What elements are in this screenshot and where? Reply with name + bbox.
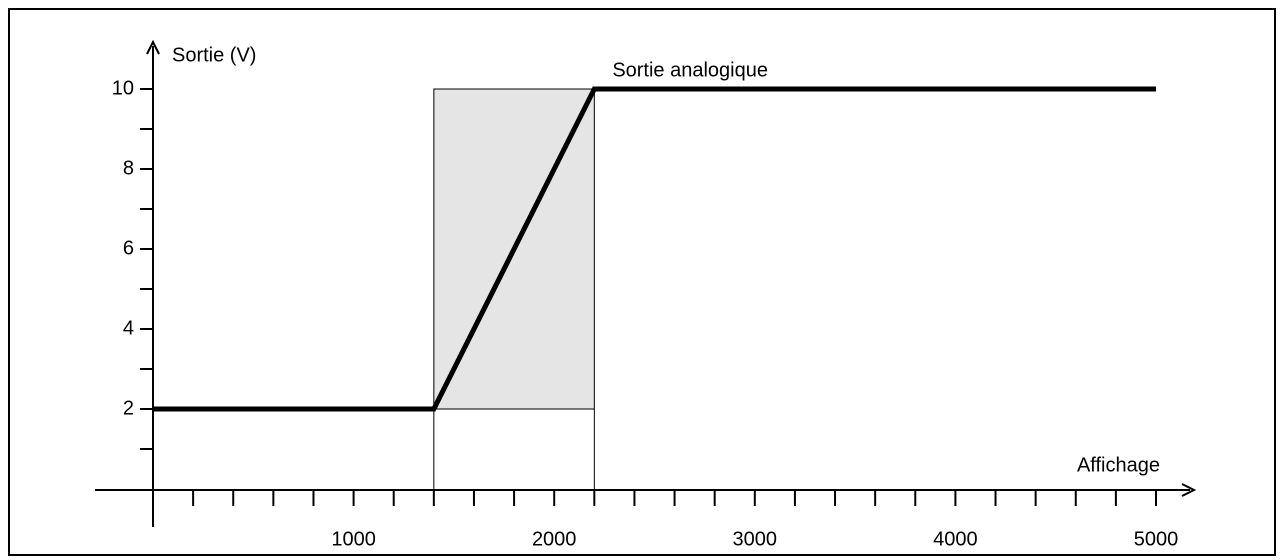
y-tick-label: 4 [123,317,134,339]
x-tick-label: 3000 [733,528,778,550]
line-annotation: Sortie analogique [612,59,768,81]
x-axis-arrow [1181,483,1197,497]
frame [8,8,1276,556]
x-axis-label: Affichage [1077,454,1160,476]
y-tick-label: 6 [123,237,134,259]
y-tick-label: 10 [112,77,134,99]
x-tick-label: 4000 [933,528,978,550]
y-tick-label: 2 [123,397,134,419]
y-axis-arrow [146,39,160,55]
line [153,86,1156,412]
x-tick-label: 2000 [532,528,577,550]
y-axis-label: Sortie (V) [172,44,256,66]
x-tick-label: 1000 [331,528,376,550]
x-tick-label: 5000 [1134,528,1179,550]
y-tick-label: 8 [123,157,134,179]
